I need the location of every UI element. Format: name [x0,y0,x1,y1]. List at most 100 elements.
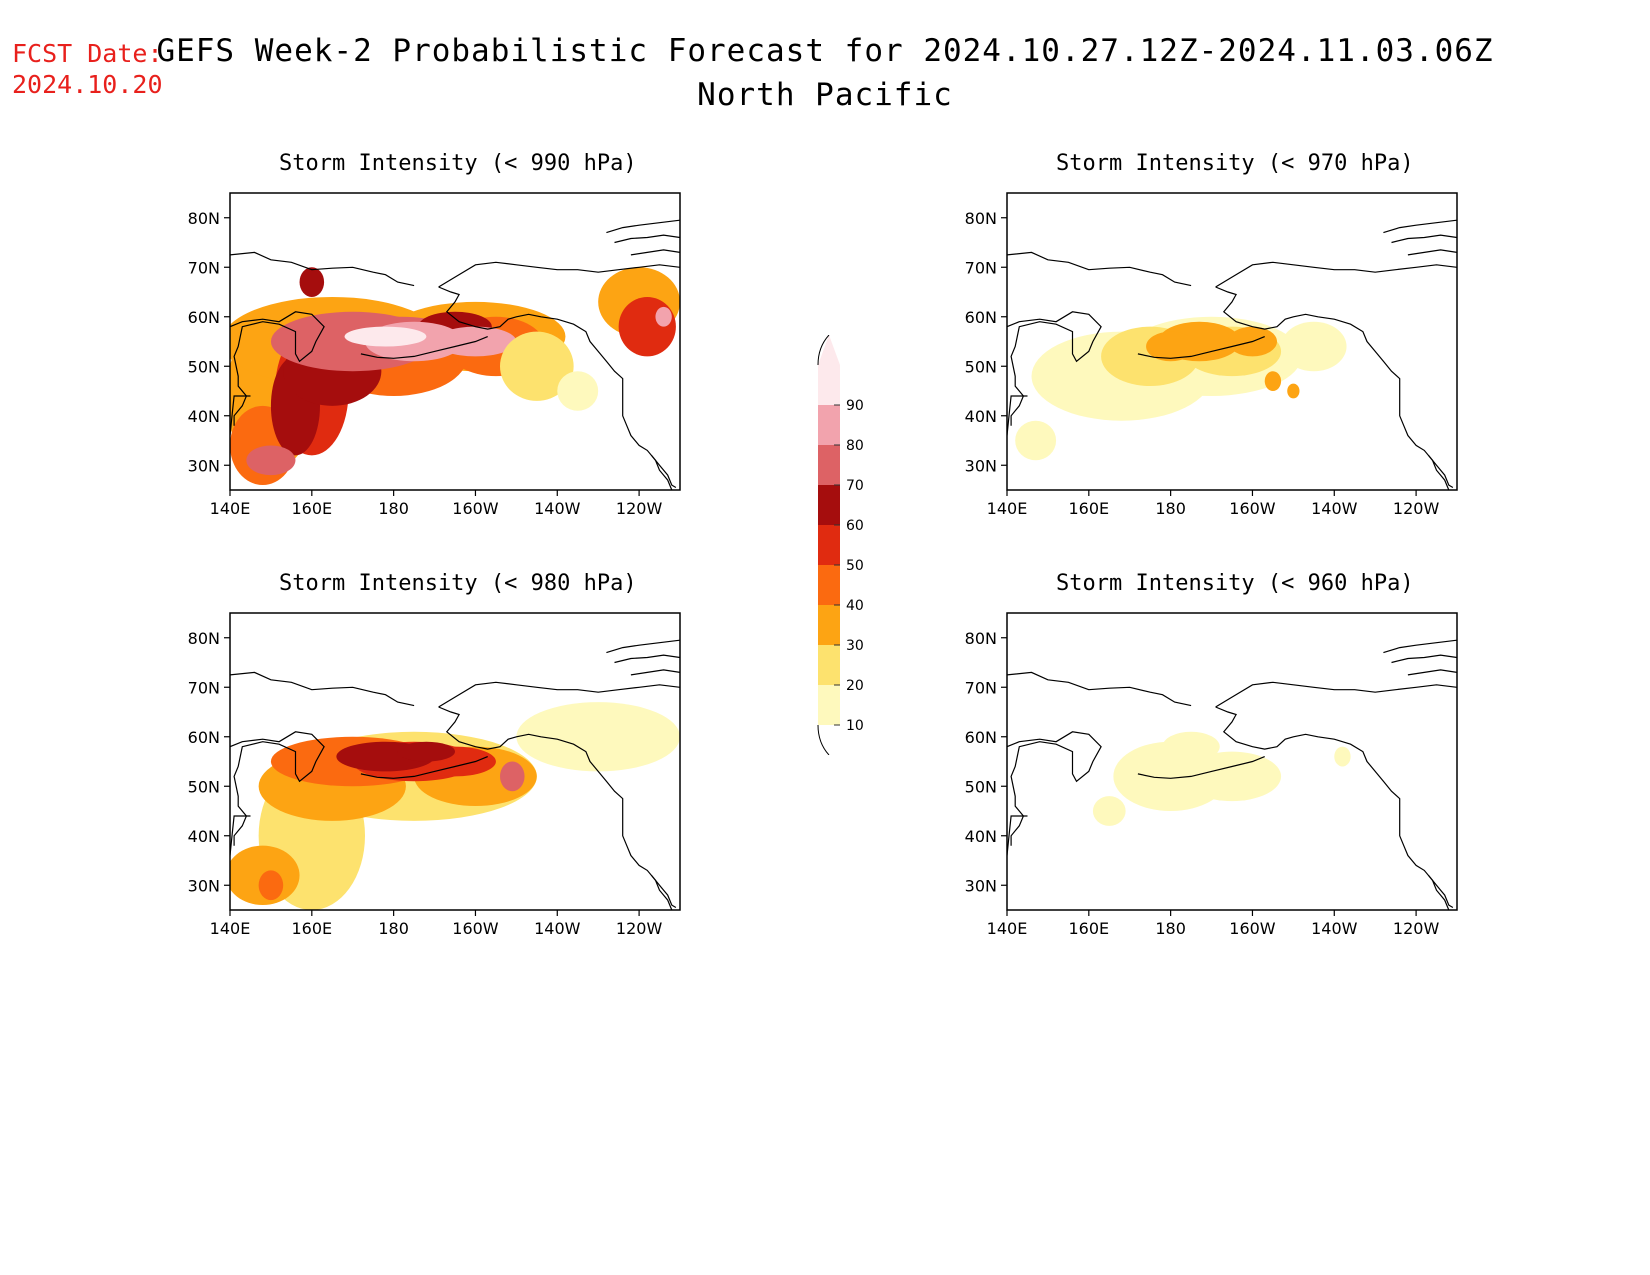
lat-label: 60N [188,728,220,747]
probability-region [258,870,284,901]
map-panel-990: 80N 70N 60N 50N 40N 30N 140E 160E 180 160W 140W 120… [188,192,681,518]
coastline [230,815,251,856]
lat-label: 40N [965,407,997,426]
lon-label: 120W [616,919,663,938]
lat-label: 30N [188,876,220,895]
coastline [1007,671,1192,707]
coastline [1007,815,1028,856]
colorbar-segment [818,525,840,565]
lon-label: 140E [210,919,251,938]
colorbar-edge [817,335,830,366]
coastline [1383,639,1457,654]
lat-label: 80N [188,629,220,648]
lon-label: 160E [1068,499,1109,518]
probability-region [1264,371,1282,391]
lat-label: 80N [188,209,220,228]
colorbar-segment [818,685,840,725]
colorbar-label: 60 [846,518,864,534]
coastline [230,251,415,287]
lon-label: 140W [534,499,581,518]
coastline [1215,706,1450,910]
coastline [1007,731,1102,846]
coastline [438,681,680,708]
colorbar-segment [818,405,840,445]
lon-label: 120W [1393,919,1440,938]
coastline [1407,669,1457,676]
colorbar-segment [818,565,840,605]
coastline [614,234,680,244]
panel-title-980: Storm Intensity (< 980 hPa) [279,571,637,596]
coastline [1215,261,1457,288]
colorbar-segment [818,365,840,405]
coastline [650,874,677,909]
lon-label: 140W [1311,499,1358,518]
colorbar-segment [818,645,840,685]
colorbar-cap-top [818,335,840,365]
lon-label: 160W [452,499,499,518]
coastline [1215,681,1457,708]
coastline [1215,286,1450,490]
colorbar-label: 20 [846,678,864,694]
colorbar-label: 50 [846,558,864,574]
probability-region [299,267,325,297]
forecast-date-value: 2024.10.20 [12,70,163,99]
lon-label: 160E [1068,919,1109,938]
probability-region [1281,321,1347,372]
lat-label: 80N [965,629,997,648]
colorbar-label: 10 [846,718,864,734]
lon-label: 160W [1229,499,1276,518]
map-frame [1006,612,1458,911]
coastline [230,731,325,846]
coastline [360,336,488,359]
lat-label: 50N [188,357,220,376]
colorbar-label: 70 [846,478,864,494]
coastline [1427,454,1454,489]
main-title: GEFS Week-2 Probabilistic Forecast for 2… [156,33,1494,69]
region-title: North Pacific [697,77,953,113]
lat-label: 70N [965,678,997,697]
colorbar-segment [818,605,840,645]
probability-region [500,331,574,401]
colorbar: 90 80 70 60 50 40 30 20 10 [817,335,864,755]
lat-label: 50N [188,777,220,796]
coastline [614,654,680,664]
coastline [1137,336,1265,359]
coastline [230,671,415,707]
probability-region [1092,796,1126,826]
lat-label: 30N [188,456,220,475]
colorbar-segment [818,485,840,525]
lat-label: 40N [188,827,220,846]
colorbar-label: 40 [846,598,864,614]
lon-label: 180 [1155,499,1186,518]
colorbar-label: 90 [846,398,864,414]
coastline [630,249,680,256]
lat-label: 50N [965,777,997,796]
probability-region [1015,420,1057,461]
lat-label: 50N [965,357,997,376]
lat-label: 60N [965,308,997,327]
coastline [1407,249,1457,256]
probability-region [516,702,680,772]
coastline [1007,311,1102,426]
lat-label: 40N [965,827,997,846]
lon-label: 140W [534,919,581,938]
coastline [438,706,673,910]
lat-label: 60N [188,308,220,327]
coastline [1137,756,1265,779]
probability-region [1287,383,1300,399]
coastline [630,669,680,676]
coastline [1383,219,1457,234]
map-frame [229,192,681,491]
lon-label: 160E [291,919,332,938]
coastline [606,639,680,654]
lon-label: 160W [1229,919,1276,938]
colorbar-edge [817,724,830,755]
lat-label: 40N [188,407,220,426]
lat-label: 80N [965,209,997,228]
probability-region [1146,331,1196,362]
lat-label: 70N [188,678,220,697]
coastline [230,395,251,436]
lon-label: 120W [616,499,663,518]
lon-label: 160W [452,919,499,938]
coastline [360,756,488,779]
